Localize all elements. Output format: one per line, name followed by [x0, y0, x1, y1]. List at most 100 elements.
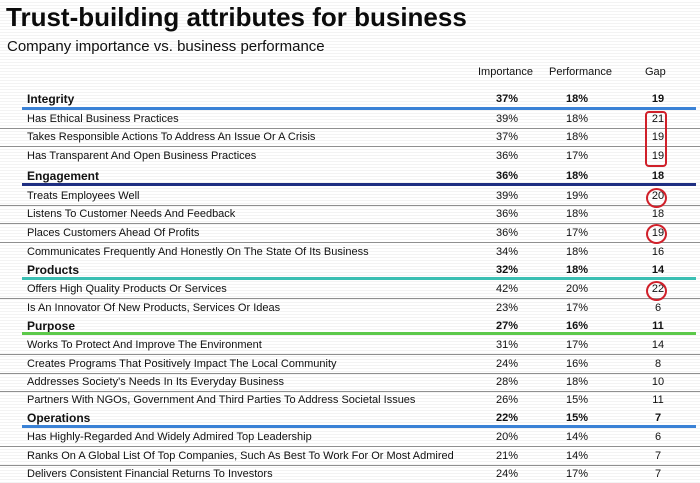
- attribute-label: Partners With NGOs, Government And Third…: [27, 394, 416, 406]
- importance-value: 21%: [495, 450, 519, 462]
- importance-value: 37%: [495, 93, 519, 105]
- group-separator-purpose: [22, 332, 696, 335]
- gap-value: 14: [651, 264, 665, 276]
- performance-value: 19%: [565, 190, 589, 202]
- attribute-label: Offers High Quality Products Or Services: [27, 283, 227, 295]
- group-row-engagement: Engagement 36% 18% 18: [0, 167, 700, 185]
- gap-value: 10: [651, 376, 665, 388]
- performance-value: 14%: [565, 431, 589, 443]
- gap-value: 7: [654, 468, 662, 480]
- importance-value: 36%: [495, 150, 519, 162]
- group-separator-products: [22, 277, 696, 280]
- importance-value: 34%: [495, 246, 519, 258]
- importance-value: 36%: [495, 170, 519, 182]
- gap-value: 19: [651, 150, 665, 162]
- page-subtitle: Company importance vs. business performa…: [7, 38, 325, 55]
- attribute-label: Creates Programs That Positively Impact …: [27, 358, 337, 370]
- importance-value: 31%: [495, 339, 519, 351]
- performance-value: 17%: [565, 150, 589, 162]
- table-row: Works To Protect And Improve The Environ…: [0, 336, 700, 355]
- performance-value: 18%: [565, 113, 589, 125]
- highlight-box-integrity-gaps: [645, 111, 667, 167]
- attribute-label: Is An Innovator Of New Products, Service…: [27, 302, 281, 314]
- table-row: Delivers Consistent Financial Returns To…: [0, 465, 700, 483]
- table-row: Places Customers Ahead Of Profits 36% 17…: [0, 224, 700, 243]
- importance-value: 36%: [495, 208, 519, 220]
- highlight-circle-treats-employees: [646, 188, 667, 208]
- table-row: Takes Responsible Actions To Address An …: [0, 128, 700, 147]
- performance-value: 15%: [565, 394, 589, 406]
- importance-value: 36%: [495, 227, 519, 239]
- importance-value: 24%: [495, 358, 519, 370]
- gap-value: 18: [651, 170, 665, 182]
- performance-value: 18%: [565, 246, 589, 258]
- performance-value: 18%: [565, 208, 589, 220]
- attribute-label: Treats Employees Well: [27, 190, 140, 202]
- importance-value: 39%: [495, 190, 519, 202]
- gap-value: 7: [654, 450, 662, 462]
- table-row: Has Transparent And Open Business Practi…: [0, 147, 700, 165]
- group-separator-operations: [22, 425, 696, 428]
- group-row-integrity: Integrity 37% 18% 19: [0, 90, 700, 108]
- performance-value: 17%: [565, 468, 589, 480]
- table-row: Is An Innovator Of New Products, Service…: [0, 299, 700, 317]
- table-row: Treats Employees Well 39% 19% 20: [0, 187, 700, 206]
- performance-value: 20%: [565, 283, 589, 295]
- performance-value: 17%: [565, 339, 589, 351]
- attribute-label: Has Transparent And Open Business Practi…: [27, 150, 257, 162]
- gap-value: 19: [651, 93, 665, 105]
- attribute-label: Places Customers Ahead Of Profits: [27, 227, 200, 239]
- gap-value: 8: [654, 358, 662, 370]
- importance-value: 20%: [495, 431, 519, 443]
- performance-value: 18%: [565, 264, 589, 276]
- gap-value: 21: [651, 113, 665, 125]
- performance-value: 18%: [565, 170, 589, 182]
- importance-value: 26%: [495, 394, 519, 406]
- table-row: Has Highly-Regarded And Widely Admired T…: [0, 428, 700, 447]
- group-row-products: Products 32% 18% 14: [0, 261, 700, 279]
- gap-value: 7: [654, 412, 662, 424]
- importance-value: 37%: [495, 131, 519, 143]
- table-row: Has Ethical Business Practices 39% 18% 2…: [0, 110, 700, 129]
- table-row: Listens To Customer Needs And Feedback 3…: [0, 205, 700, 224]
- gap-value: 19: [651, 131, 665, 143]
- attribute-label: Ranks On A Global List Of Top Companies,…: [27, 450, 454, 462]
- performance-value: 18%: [565, 376, 589, 388]
- performance-value: 17%: [565, 302, 589, 314]
- table-row: Addresses Society's Needs In Its Everyda…: [0, 373, 700, 392]
- group-name: Integrity: [27, 92, 75, 106]
- importance-value: 32%: [495, 264, 519, 276]
- highlight-circle-high-quality: [646, 281, 667, 301]
- gap-value: 11: [652, 394, 664, 406]
- table-row: Communicates Frequently And Honestly On …: [0, 243, 700, 261]
- group-name: Products: [27, 263, 80, 277]
- group-name: Purpose: [27, 319, 76, 333]
- column-header-importance: Importance: [478, 66, 534, 78]
- attribute-label: Communicates Frequently And Honestly On …: [27, 246, 369, 258]
- attribute-label: Has Ethical Business Practices: [27, 113, 179, 125]
- group-row-purpose: Purpose 27% 16% 11: [0, 317, 700, 335]
- group-row-operations: Operations 22% 15% 7: [0, 409, 700, 427]
- gap-value: 11: [652, 320, 664, 332]
- performance-value: 18%: [565, 93, 589, 105]
- group-separator-integrity: [22, 107, 696, 110]
- attribute-label: Works To Protect And Improve The Environ…: [27, 339, 262, 351]
- importance-value: 22%: [495, 412, 519, 424]
- importance-value: 39%: [495, 113, 519, 125]
- performance-value: 14%: [565, 450, 589, 462]
- importance-value: 28%: [495, 376, 519, 388]
- performance-value: 18%: [565, 131, 589, 143]
- performance-value: 15%: [565, 412, 589, 424]
- group-name: Engagement: [27, 169, 100, 183]
- group-separator-engagement: [22, 183, 696, 186]
- table-row: Ranks On A Global List Of Top Companies,…: [0, 447, 700, 466]
- gap-value: 16: [651, 246, 665, 258]
- column-header-performance: Performance: [549, 66, 612, 78]
- attribute-label: Takes Responsible Actions To Address An …: [27, 131, 316, 143]
- highlight-circle-places-customers: [646, 224, 667, 244]
- column-header-gap: Gap: [645, 66, 666, 78]
- performance-value: 16%: [565, 358, 589, 370]
- importance-value: 27%: [495, 320, 519, 332]
- importance-value: 42%: [495, 283, 519, 295]
